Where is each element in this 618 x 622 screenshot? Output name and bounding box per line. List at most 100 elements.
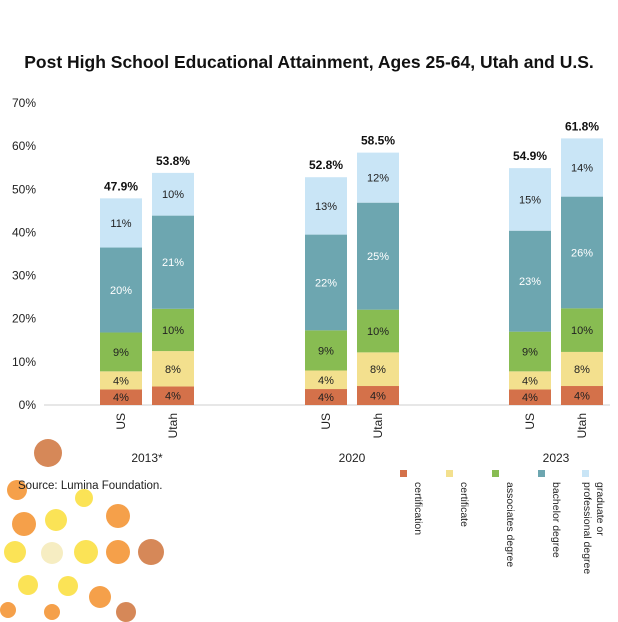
bar-total-label: 52.8% [309,158,343,172]
legend-swatch [446,470,453,477]
bar-segment [152,386,194,405]
decor-dot [44,604,60,620]
bar-segment [305,234,347,331]
legend-label: bachelor degree [550,482,562,558]
bar-total-label: 47.9% [104,179,138,193]
segment-label: 20% [110,285,132,297]
bar-category-label: US [523,413,537,430]
decor-dot [116,602,136,622]
segment-label: 21% [162,257,184,269]
decor-dot [75,489,93,507]
y-tick-label: 40% [12,225,36,239]
legend-label: certificate [458,482,470,527]
bar-segment [509,389,551,405]
bar-segment [305,330,347,371]
bar-segment [509,331,551,372]
bar-segment [561,308,603,352]
decor-dot [58,576,78,596]
decor-dot [4,541,26,563]
bar-segment [357,152,399,203]
bar-segment [305,370,347,390]
bar-total-label: 61.8% [565,119,599,133]
segment-label: 4% [318,392,334,404]
segment-label: 4% [113,375,129,387]
segment-label: 10% [162,189,184,201]
legend-swatch [538,470,545,477]
bar-segment [100,198,142,248]
segment-label: 12% [367,173,389,185]
bar-segment [509,230,551,332]
segment-label: 15% [519,194,541,206]
bar-segment [100,389,142,405]
segment-label: 26% [571,247,593,259]
segment-label: 13% [315,201,337,213]
segment-label: 8% [165,364,181,376]
y-tick-label: 20% [12,312,36,326]
y-tick-label: 10% [12,355,36,369]
bar-total-label: 53.8% [156,154,190,168]
chart-title: Post High School Educational Attainment,… [24,52,594,72]
segment-label: 4% [522,375,538,387]
chart-plot: 0% 10% 20% 30% 40% 50% 60% 70% 4% 4% 9% 20% 11% 47.9%… [12,96,610,465]
bar-segment [357,202,399,310]
legend-label: graduate or professional degree [581,482,606,575]
bar-segment [100,247,142,333]
decor-dot [106,504,130,528]
decor-dot [74,540,98,564]
segment-label: 10% [162,325,184,337]
bar-segment [357,309,399,353]
bar-segment [152,351,194,387]
decor-dot [18,575,38,595]
bar-segment [509,371,551,390]
y-tick-label: 50% [12,182,36,196]
bar-total-label: 58.5% [361,134,395,148]
decor-dot [34,439,62,467]
segment-label: 22% [315,277,337,289]
segment-label: 25% [367,251,389,263]
legend-label: associates degree [504,482,516,568]
segment-label: 9% [522,347,538,359]
bar-segment [152,172,194,216]
decor-dot [138,539,164,565]
group-label: 2023 [543,451,570,465]
legend-swatch [582,470,589,477]
segment-label: 10% [367,326,389,338]
y-tick-label: 30% [12,269,36,283]
segment-label: 4% [574,391,590,403]
decor-dot [89,586,111,608]
segment-label: 10% [571,325,593,337]
decor-dot [45,509,67,531]
segment-label: 4% [370,391,386,403]
y-tick-label: 70% [12,96,36,110]
decor-dot [7,480,27,500]
bar-segment [152,308,194,352]
bar-category-label: Utah [371,413,385,438]
bar-segment [561,351,603,387]
y-tick-label: 60% [12,139,36,153]
bar-segment [100,371,142,390]
bar-segment [357,352,399,387]
legend-swatch [492,470,499,477]
bar-segment [100,332,142,372]
bar-category-label: Utah [166,413,180,438]
bar-category-label: US [319,413,333,430]
bar-segment [561,138,603,197]
segment-label: 4% [318,375,334,387]
y-tick-label: 0% [19,398,37,412]
bar-total-label: 54.9% [513,149,547,163]
bar-segment [509,168,551,231]
legend-label: certification [412,482,424,536]
segment-label: 23% [519,276,541,288]
segment-label: 11% [110,218,131,230]
segment-label: 8% [574,364,590,376]
bar-category-label: US [114,413,128,430]
bar-segment [357,386,399,405]
decor-dot [106,540,130,564]
segment-label: 8% [370,364,386,376]
legend-swatch [400,470,407,477]
decor-dot [41,542,63,564]
segment-label: 4% [113,392,129,404]
source-note: Source: Lumina Foundation. [18,480,163,492]
segment-label: 4% [522,392,538,404]
bar-segment [305,177,347,235]
